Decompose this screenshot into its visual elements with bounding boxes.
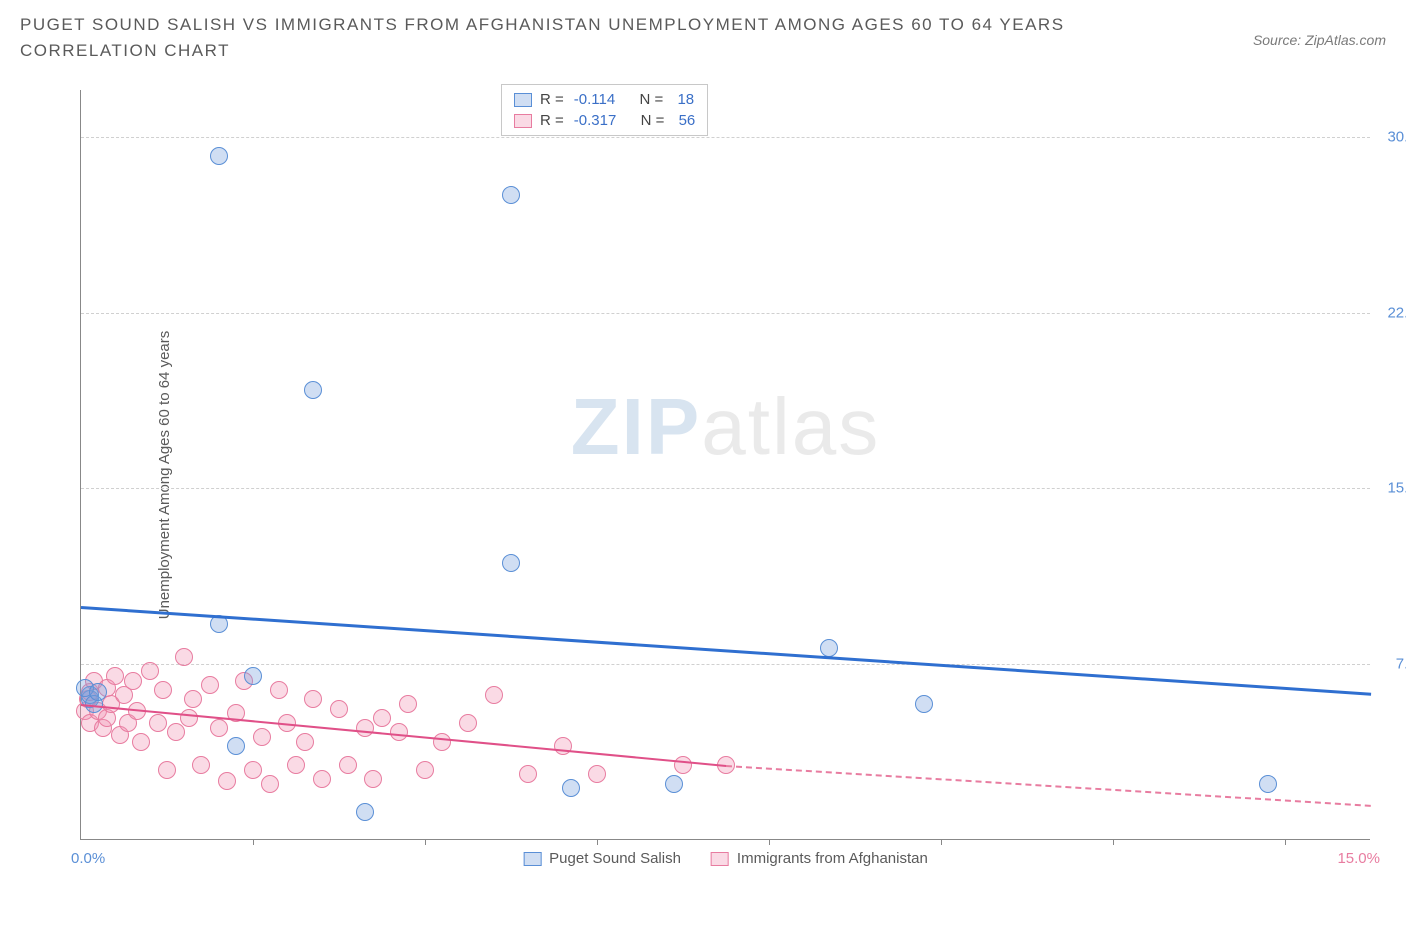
watermark-atlas: atlas [701,382,880,471]
data-point-pink [158,761,176,779]
data-point-pink [270,681,288,699]
y-tick-label: 15.0% [1387,480,1406,497]
data-point-pink [106,667,124,685]
stat-n-label: N = [640,89,664,110]
stat-legend-row: R = -0.114 N = 18 [514,89,695,110]
bottom-legend: Puget Sound Salish Immigrants from Afghan… [523,850,928,867]
chart-source: Source: ZipAtlas.com [1253,32,1386,48]
stat-legend: R = -0.114 N = 18 R = -0.317 N = 56 [501,84,708,136]
stat-legend-row: R = -0.317 N = 56 [514,110,695,131]
data-point-blue [89,683,107,701]
data-point-pink [287,756,305,774]
data-point-blue [1259,775,1277,793]
watermark-zip: ZIP [571,382,701,471]
data-point-pink [399,695,417,713]
x-tick [769,839,770,845]
legend-swatch [711,852,729,866]
data-point-pink [390,723,408,741]
data-point-pink [313,770,331,788]
x-tick [1285,839,1286,845]
legend-swatch [514,93,532,107]
data-point-blue [502,554,520,572]
data-point-pink [184,690,202,708]
stat-r-label: R = [540,89,564,110]
stat-r-value: -0.114 [574,89,615,110]
data-point-pink [519,765,537,783]
x-tick [1113,839,1114,845]
data-point-blue [915,695,933,713]
data-point-pink [588,765,606,783]
legend-label: Immigrants from Afghanistan [737,850,928,867]
legend-swatch [514,114,532,128]
data-point-pink [167,723,185,741]
data-point-pink [373,709,391,727]
stat-r-value: -0.317 [574,110,617,131]
gridline [81,313,1370,314]
data-point-pink [201,676,219,694]
data-point-pink [244,761,262,779]
data-point-pink [261,775,279,793]
data-point-blue [502,186,520,204]
data-point-pink [339,756,357,774]
stat-n-value: 56 [674,110,695,131]
y-tick-label: 7.5% [1396,656,1406,673]
stat-r-label: R = [540,110,564,131]
data-point-pink [416,761,434,779]
stat-n-label: N = [641,110,665,131]
data-point-pink [210,719,228,737]
data-point-blue [356,803,374,821]
data-point-blue [665,775,683,793]
data-point-pink [192,756,210,774]
legend-label: Puget Sound Salish [549,850,681,867]
data-point-pink [124,672,142,690]
x-tick [597,839,598,845]
stat-n-value: 18 [673,89,694,110]
data-point-pink [154,681,172,699]
data-point-pink [296,733,314,751]
y-tick-label: 22.5% [1387,304,1406,321]
data-point-pink [253,728,271,746]
chart-container: Unemployment Among Ages 60 to 64 years Z… [60,80,1380,870]
data-point-blue [820,639,838,657]
data-point-pink [141,662,159,680]
legend-swatch [523,852,541,866]
data-point-pink [180,709,198,727]
x-tick [941,839,942,845]
data-point-pink [356,719,374,737]
x-tick [253,839,254,845]
chart-header: PUGET SOUND SALISH VS IMMIGRANTS FROM AF… [0,0,1406,67]
x-origin-label: 0.0% [71,850,105,867]
data-point-pink [554,737,572,755]
watermark: ZIPatlas [571,381,880,473]
bottom-legend-item: Puget Sound Salish [523,850,681,867]
data-point-pink [485,686,503,704]
y-tick-label: 30.0% [1387,128,1406,145]
data-point-pink [364,770,382,788]
data-point-pink [330,700,348,718]
data-point-pink [175,648,193,666]
data-point-blue [210,147,228,165]
data-point-pink [132,733,150,751]
data-point-pink [674,756,692,774]
gridline [81,664,1370,665]
plot-area: ZIPatlas R = -0.114 N = 18 R = -0.317 N = 5… [80,90,1370,840]
chart-title: PUGET SOUND SALISH VS IMMIGRANTS FROM AF… [20,12,1120,63]
data-point-pink [304,690,322,708]
data-point-pink [459,714,477,732]
data-point-blue [304,381,322,399]
x-tick [425,839,426,845]
data-point-blue [562,779,580,797]
gridline [81,137,1370,138]
data-point-pink [149,714,167,732]
bottom-legend-item: Immigrants from Afghanistan [711,850,928,867]
data-point-blue [227,737,245,755]
data-point-pink [218,772,236,790]
data-point-pink [433,733,451,751]
gridline [81,488,1370,489]
data-point-blue [244,667,262,685]
x-end-label: 15.0% [1337,850,1380,867]
